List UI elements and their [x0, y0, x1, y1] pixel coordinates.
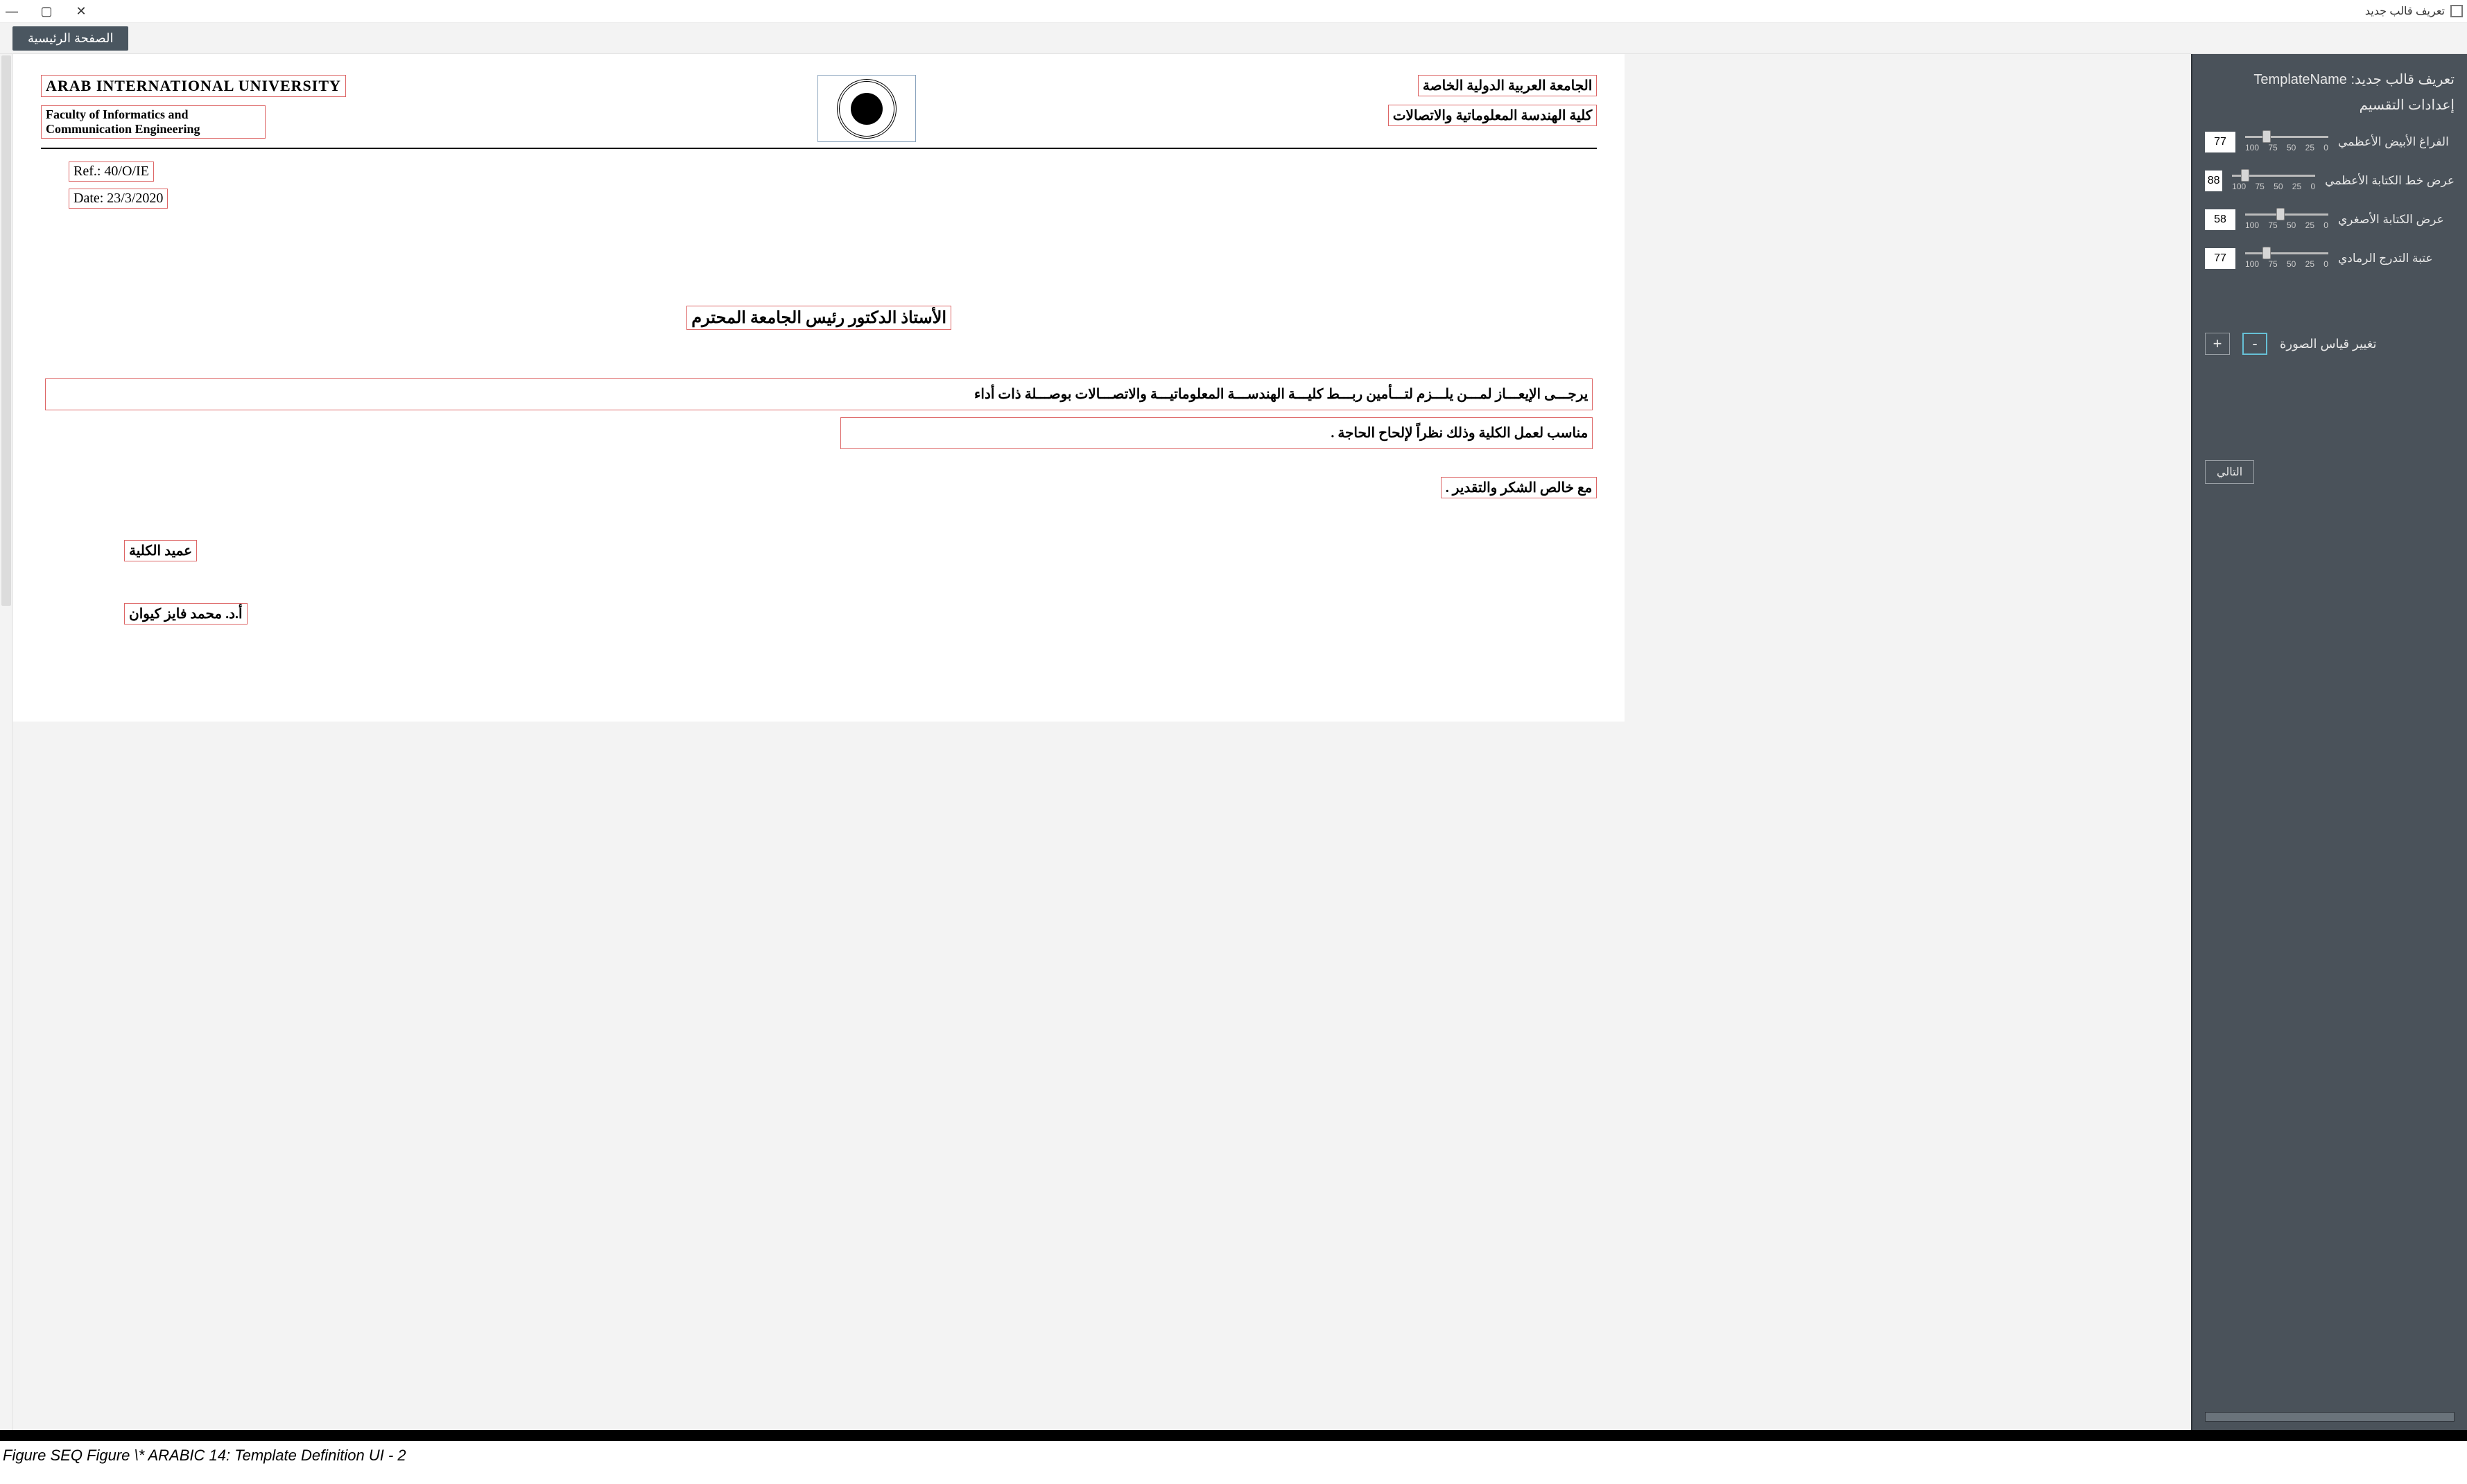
- slider-ticks-2: 1007550250: [2245, 220, 2328, 230]
- signature-name: أ.د. محمد فايز كيوان: [124, 603, 248, 625]
- slider-ticks-1: 1007550250: [2232, 182, 2315, 191]
- scale-minus-button[interactable]: -: [2242, 333, 2267, 355]
- document-pane: ARAB INTERNATIONAL UNIVERSITY Faculty of…: [0, 54, 2191, 1430]
- slider-row-3: عتبة التدرج الرمادي 1007550250 77: [2205, 248, 2455, 269]
- figure-caption: Figure SEQ Figure \* ARABIC 14: Template…: [0, 1441, 2467, 1484]
- toolbar: الصفحة الرئيسية: [0, 23, 2467, 54]
- uni-name-ar: الجامعة العربية الدولية الخاصة: [1418, 75, 1597, 96]
- faculty-name-en: Faculty of Informatics and Communication…: [41, 105, 266, 139]
- close-button[interactable]: ✕: [73, 3, 89, 19]
- slider-input-3[interactable]: [2245, 248, 2328, 258]
- settings-panel: تعريف قالب جديد: TemplateName إعدادات ال…: [2191, 54, 2467, 1430]
- scale-label: تغيير قياس الصورة: [2280, 337, 2377, 351]
- body-line-1: يرجـــى الإيعـــاز لمـــن يلـــزم لتـــأ…: [45, 378, 1593, 410]
- slider-label-3: عتبة التدرج الرمادي: [2338, 252, 2433, 265]
- slider-ticks-3: 1007550250: [2245, 259, 2328, 269]
- slider-input-0[interactable]: [2245, 132, 2328, 141]
- titlebar: تعريف قالب جديد — ▢ ✕: [0, 0, 2467, 23]
- scale-row: تغيير قياس الصورة - +: [2205, 333, 2455, 355]
- slider-row-1: عرض خط الكتابة الأعظمي 1007550250 88: [2205, 171, 2455, 191]
- slider-row-0: الفراغ الأبيض الأعظمي 1007550250 77: [2205, 132, 2455, 152]
- logo-box: [817, 75, 916, 142]
- closing-line: مع خالص الشكر والتقدير .: [1441, 477, 1598, 498]
- signature-title: عميد الكلية: [124, 540, 197, 561]
- slider-value-0: 77: [2205, 132, 2235, 152]
- slider-row-2: عرض الكتابة الأصغري 1007550250 58: [2205, 209, 2455, 230]
- university-seal-icon: [837, 79, 897, 139]
- vertical-scrollbar[interactable]: [0, 54, 13, 1430]
- header-divider: [41, 148, 1597, 149]
- panel-header: تعريف قالب جديد: TemplateName: [2205, 71, 2455, 88]
- slider-value-1: 88: [2205, 171, 2222, 191]
- home-button[interactable]: الصفحة الرئيسية: [12, 26, 128, 51]
- faculty-name-ar: كلية الهندسة المعلوماتية والاتصالات: [1388, 105, 1598, 126]
- scrollbar-thumb[interactable]: [1, 55, 11, 606]
- slider-ticks-0: 1007550250: [2245, 143, 2328, 152]
- slider-input-2[interactable]: [2245, 209, 2328, 219]
- window-title: تعريف قالب جديد: [2365, 4, 2445, 18]
- panel-horizontal-scrollbar[interactable]: [2205, 1412, 2455, 1422]
- app-icon: [2450, 5, 2463, 17]
- scale-plus-button[interactable]: +: [2205, 333, 2230, 355]
- date-box: Date: 23/3/2020: [69, 189, 168, 209]
- next-button[interactable]: التالي: [2205, 460, 2254, 484]
- panel-header-prefix: تعريف قالب جديد:: [2351, 72, 2455, 87]
- ref-box: Ref.: 40/O/IE: [69, 162, 154, 182]
- slider-value-2: 58: [2205, 209, 2235, 230]
- uni-name-en: ARAB INTERNATIONAL UNIVERSITY: [41, 75, 346, 97]
- slider-label-2: عرض الكتابة الأصغري: [2338, 213, 2444, 227]
- slider-label-1: عرض خط الكتابة الأعظمي: [2325, 174, 2455, 188]
- document-preview: ARAB INTERNATIONAL UNIVERSITY Faculty of…: [13, 54, 1625, 722]
- template-name-value: TemplateName: [2253, 72, 2347, 87]
- footer-black-strip: [0, 1430, 2467, 1441]
- slider-value-3: 77: [2205, 248, 2235, 269]
- maximize-button[interactable]: ▢: [39, 3, 54, 19]
- body-line-2: مناسب لعمل الكلية وذلك نظراً لإلحاح الحا…: [840, 417, 1593, 449]
- slider-input-1[interactable]: [2232, 171, 2315, 180]
- minimize-button[interactable]: —: [4, 3, 19, 19]
- slider-label-0: الفراغ الأبيض الأعظمي: [2338, 135, 2449, 149]
- panel-subheader: إعدادات التقسيم: [2205, 96, 2455, 114]
- doc-title: الأستاذ الدكتور رئيس الجامعة المحترم: [686, 306, 951, 330]
